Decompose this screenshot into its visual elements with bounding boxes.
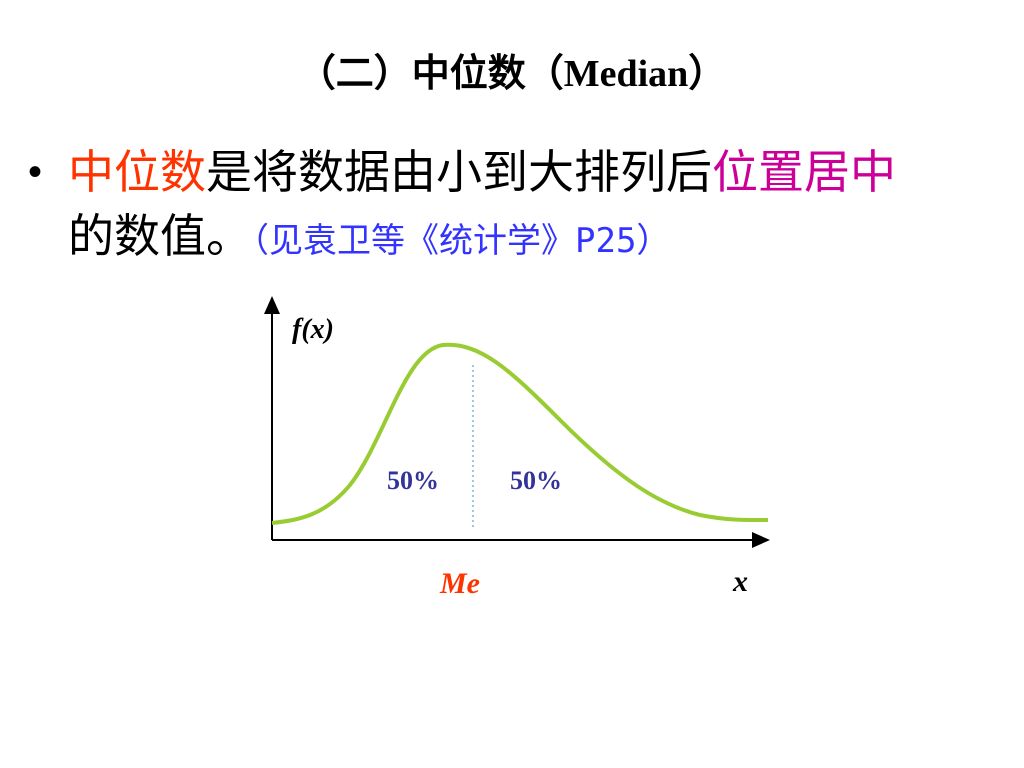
title-text: Median [563, 53, 689, 95]
median-label: Me [439, 567, 480, 600]
x-axis-label: x [732, 565, 748, 598]
share-label: 50% [387, 466, 439, 495]
text-segment: 中位数 [68, 145, 206, 199]
slide-title: （二）中位数（Median） [0, 42, 1024, 97]
text-segment: 的数值。 [68, 209, 252, 263]
text-segment: （见袁卫等《统计学》P25） [252, 221, 671, 261]
density-curve [271, 342, 769, 525]
y-axis-label: f(x) [292, 314, 334, 345]
title-text: ） [688, 50, 727, 95]
text-segment: 是将数据由小到大排列后 [206, 145, 712, 199]
share-label: 50% [510, 466, 562, 495]
text-segment: 位置居中 [712, 145, 896, 199]
title-text: （二）中位数（ [297, 50, 564, 95]
